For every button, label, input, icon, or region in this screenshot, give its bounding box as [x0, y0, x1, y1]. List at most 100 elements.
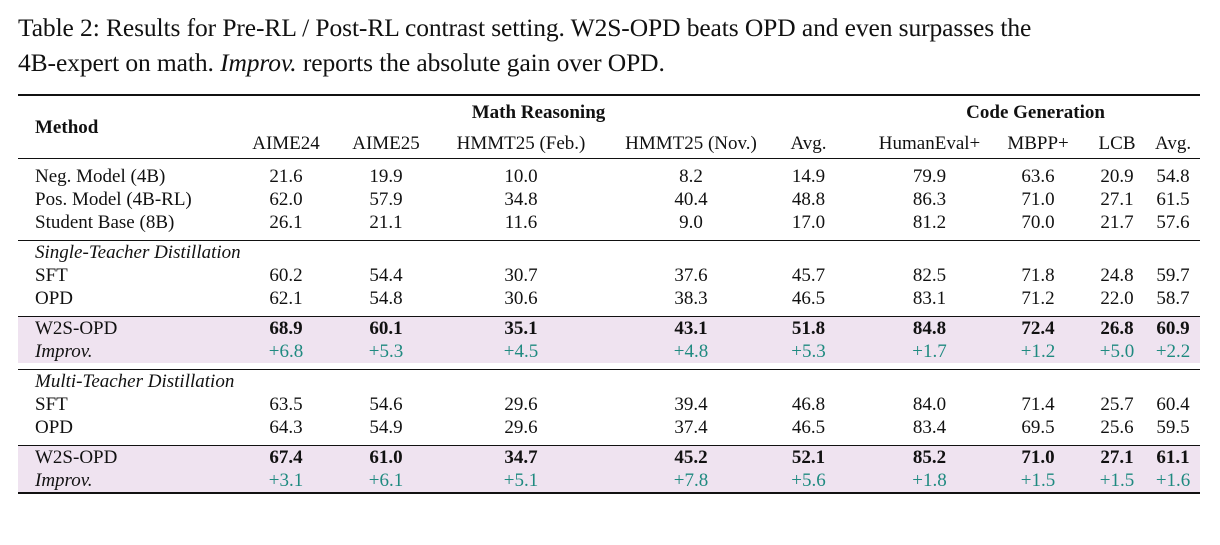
table-cell: +4.8 — [606, 340, 776, 363]
spacer-cell — [841, 264, 871, 287]
table-cell: 45.7 — [791, 265, 826, 286]
table-cell: 54.6 — [369, 394, 403, 415]
spacer-cell — [841, 445, 872, 469]
table-cell: +5.3 — [776, 340, 842, 363]
table-cell: 60.1 — [336, 316, 436, 340]
header-row-groups: Method Math Reasoning Code Generation — [18, 94, 1201, 159]
table-cell: 61.1 — [1146, 445, 1201, 469]
baseline-row: Student Base (8B) 26.1 21.1 11.6 9.0 17.0 81.2… — [18, 211, 1200, 234]
table-cell: 34.7 — [436, 445, 606, 469]
caption-line-2: 4B-expert on math. Improv. reports the a… — [18, 45, 1214, 80]
table-cell: 86.3 — [912, 189, 947, 210]
spacer-cell — [841, 316, 872, 340]
improv-row: Improv. +6.8 +5.3 +4.5 +4.8 +5.3 +1.7 +1.2 +5.0 +… — [18, 340, 1201, 363]
table-cell: 61.0 — [336, 445, 436, 469]
table-cell: 52.1 — [776, 445, 842, 469]
table-cell: 62.0 — [269, 189, 303, 210]
table-cell: 54.8 — [1156, 166, 1190, 187]
table-cell: 20.9 — [1100, 166, 1134, 187]
header-col: MBPP+ — [988, 128, 1089, 159]
header-spacer — [841, 94, 872, 128]
table-cell: 14.9 — [791, 166, 826, 187]
table-cell: 84.0 — [912, 394, 947, 415]
table-cell: 43.1 — [606, 316, 776, 340]
header-col: HMMT25 (Nov.) — [606, 128, 776, 159]
table-cell: 57.6 — [1156, 212, 1190, 233]
table-cell: +2.2 — [1146, 340, 1201, 363]
table-cell: 71.2 — [1021, 288, 1055, 309]
section-title: Multi-Teacher Distillation — [18, 369, 1201, 393]
table-row: SFT 63.5 54.6 29.6 39.4 46.8 84.0 71.4 25.7 60.4 — [18, 393, 1200, 416]
spacer-cell — [841, 165, 871, 188]
table-cell: 37.4 — [674, 417, 708, 438]
table-cell: 84.8 — [871, 316, 989, 340]
table-cell: 51.8 — [776, 316, 842, 340]
table-cell: 60.4 — [1156, 394, 1190, 415]
table-cell: 40.4 — [674, 189, 708, 210]
table-cell: 59.5 — [1156, 417, 1190, 438]
table-cell: 27.1 — [1088, 445, 1147, 469]
table-cell: +7.8 — [606, 469, 776, 494]
table-cell: 58.7 — [1156, 288, 1190, 309]
section-header: Single-Teacher Distillation — [18, 240, 1201, 264]
table-caption: Table 2: Results for Pre-RL / Post-RL co… — [18, 10, 1214, 80]
caption-line-2-post: reports the absolute gain over OPD. — [296, 48, 665, 77]
table-cell: 63.5 — [269, 394, 303, 415]
table-cell: 35.1 — [436, 316, 606, 340]
header-col: AIME24 — [236, 128, 336, 159]
table-cell: +6.1 — [336, 469, 436, 494]
improv-row: Improv. +3.1 +6.1 +5.1 +7.8 +5.6 +1.8 +1.5 +1.5 +… — [18, 469, 1201, 494]
table-cell: 34.8 — [504, 189, 538, 210]
table-cell: 27.1 — [1100, 189, 1134, 210]
header-col: Avg. — [1146, 128, 1201, 159]
table-cell: +5.3 — [336, 340, 436, 363]
table-cell: 10.0 — [504, 166, 538, 187]
table-cell: +1.8 — [871, 469, 989, 494]
table-cell: 61.5 — [1156, 189, 1190, 210]
row-method: SFT — [35, 265, 68, 286]
spacer-cell — [841, 393, 871, 416]
header-spacer — [841, 128, 871, 159]
table-cell: 63.6 — [1021, 166, 1055, 187]
table-cell: 22.0 — [1100, 288, 1134, 309]
table-cell: 79.9 — [912, 166, 947, 187]
table-cell: 37.6 — [674, 265, 708, 286]
table-cell: 39.4 — [674, 394, 708, 415]
row-method: SFT — [35, 394, 68, 415]
table-cell: 83.1 — [912, 288, 947, 309]
caption-line-1: Table 2: Results for Pre-RL / Post-RL co… — [18, 13, 1032, 42]
table-cell: 54.4 — [369, 265, 403, 286]
spacer-cell — [841, 340, 872, 363]
table-cell: 62.1 — [269, 288, 303, 309]
table-cell: 29.6 — [504, 394, 538, 415]
spacer-cell — [841, 416, 871, 439]
table-cell: 67.4 — [236, 445, 336, 469]
caption-improv-term: Improv. — [220, 48, 297, 77]
table-cell: 11.6 — [504, 212, 538, 233]
section-title: Single-Teacher Distillation — [18, 240, 1201, 264]
results-table: Method Math Reasoning Code Generation AI… — [18, 94, 1201, 494]
table-cell: 21.6 — [269, 166, 303, 187]
table-cell: 26.1 — [269, 212, 303, 233]
spacer-cell — [841, 188, 871, 211]
table-cell: 8.2 — [679, 166, 703, 187]
baseline-row: Neg. Model (4B) 21.6 19.9 10.0 8.2 14.9 79.9 63… — [18, 165, 1200, 188]
header-col: HumanEval+ — [871, 128, 989, 159]
table-cell: 38.3 — [674, 288, 708, 309]
table-cell: 17.0 — [791, 212, 826, 233]
row-method: OPD — [35, 288, 74, 309]
table-row: SFT 60.2 54.4 30.7 37.6 45.7 82.5 71.8 24.8 59.7 — [18, 264, 1200, 287]
table-cell: 29.6 — [504, 417, 538, 438]
row-method: Improv. — [18, 340, 236, 363]
table-cell: 71.8 — [1021, 265, 1055, 286]
header-col: HMMT25 (Feb.) — [436, 128, 606, 159]
table-cell: 24.8 — [1100, 265, 1134, 286]
table-cell: 46.8 — [791, 394, 826, 415]
spacer-cell — [841, 469, 872, 494]
table-cell: 85.2 — [871, 445, 989, 469]
table-cell: +4.5 — [436, 340, 606, 363]
header-col: LCB — [1088, 128, 1147, 159]
table-cell: 64.3 — [269, 417, 303, 438]
table-cell: 9.0 — [679, 212, 703, 233]
header-col: AIME25 — [336, 128, 436, 159]
